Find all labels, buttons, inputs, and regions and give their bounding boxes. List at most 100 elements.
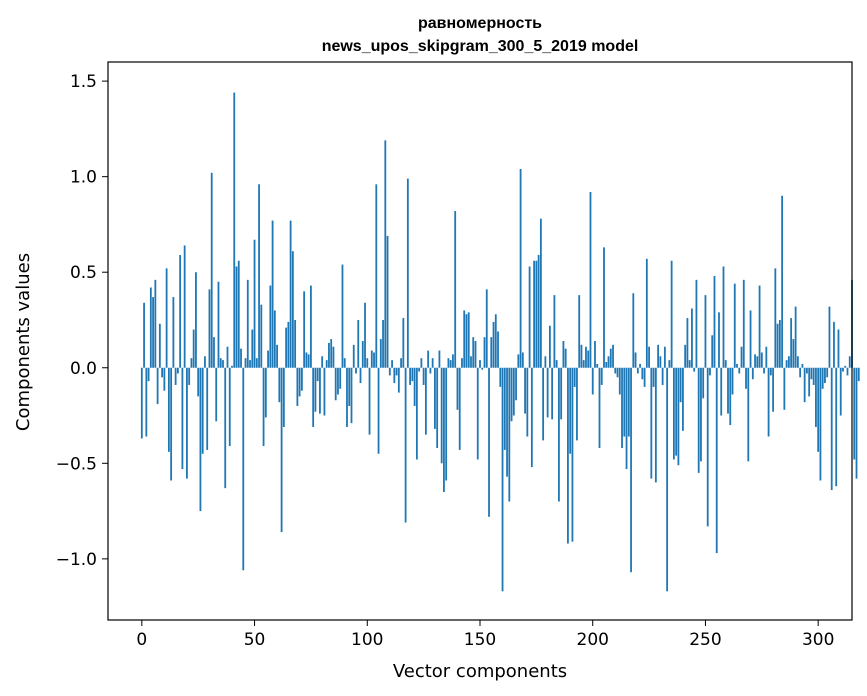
bar: [438, 350, 441, 368]
bar: [842, 367, 844, 372]
bar: [776, 323, 779, 368]
bar: [375, 184, 378, 368]
bar: [731, 367, 734, 395]
bar: [167, 367, 170, 452]
bar: [456, 367, 459, 410]
bar: [172, 297, 175, 368]
bar: [555, 360, 558, 368]
bar: [729, 367, 732, 426]
bar: [661, 367, 664, 385]
bar: [497, 331, 499, 368]
bar: [600, 367, 603, 385]
bar: [720, 367, 723, 416]
bar: [817, 367, 820, 452]
y-tick-label: 1.5: [70, 72, 97, 92]
bar: [643, 367, 646, 387]
bar: [244, 358, 247, 368]
bar: [519, 169, 522, 368]
bar: [188, 367, 191, 385]
bar: [298, 367, 301, 397]
bar: [384, 140, 387, 368]
bar: [546, 367, 549, 418]
bar: [165, 268, 168, 368]
x-tick-label: 250: [689, 630, 721, 650]
bar: [388, 367, 391, 376]
bar: [506, 367, 508, 477]
bar: [219, 358, 222, 368]
bar: [393, 367, 396, 384]
bar: [251, 329, 254, 368]
bar: [420, 358, 423, 368]
bar: [199, 367, 202, 512]
bar: [512, 367, 515, 416]
bar: [240, 348, 242, 368]
bar: [627, 367, 630, 437]
bar: [769, 367, 772, 376]
bar: [181, 367, 184, 470]
bar: [695, 279, 698, 368]
bar: [704, 295, 707, 368]
bar: [402, 318, 405, 368]
bar: [855, 367, 858, 479]
bar: [524, 367, 526, 414]
bar: [201, 367, 204, 454]
bar: [231, 365, 233, 368]
bar: [521, 352, 524, 368]
x-tick-label: 150: [464, 630, 496, 650]
bar: [404, 367, 407, 523]
bar: [190, 358, 193, 368]
bar: [718, 312, 720, 368]
bar: [810, 367, 813, 380]
bar: [796, 356, 799, 368]
bar: [598, 367, 601, 449]
bar: [686, 318, 689, 368]
bar: [213, 337, 215, 368]
bar: [346, 367, 348, 427]
bar: [325, 360, 328, 368]
x-axis: 0 50 100 150 200 250 300: [136, 620, 834, 650]
bar: [370, 350, 373, 368]
bar: [623, 367, 626, 437]
bar: [603, 247, 605, 368]
bar: [267, 350, 269, 368]
bar: [280, 367, 283, 533]
bar: [569, 367, 572, 454]
bar: [492, 321, 495, 368]
bar: [359, 367, 362, 384]
bar: [596, 363, 599, 368]
bar: [341, 264, 344, 368]
bar: [848, 356, 851, 368]
y-axis: 1.5 1.0 0.5 0.0 −0.5 −1.0: [56, 72, 108, 570]
bar: [312, 367, 315, 427]
bar: [228, 367, 231, 447]
bar: [350, 367, 353, 424]
bar: [161, 367, 164, 378]
bar: [616, 367, 619, 378]
bar: [722, 266, 725, 368]
bar: [443, 367, 445, 492]
bar: [474, 341, 477, 368]
bar: [819, 367, 822, 481]
bar: [738, 367, 741, 374]
bar: [328, 342, 330, 368]
bar: [846, 367, 849, 376]
bar: [839, 367, 842, 416]
bar: [539, 218, 542, 368]
bar: [808, 367, 811, 397]
x-tick-label: 100: [351, 630, 383, 650]
bar: [413, 367, 416, 406]
bar: [772, 367, 774, 412]
bar: [564, 348, 567, 368]
bar: [812, 367, 815, 385]
bar: [609, 348, 612, 368]
bar: [339, 367, 342, 389]
bar: [551, 367, 554, 420]
bar: [210, 172, 213, 368]
bar: [156, 367, 159, 405]
bar: [657, 344, 660, 368]
bar: [262, 367, 265, 447]
bar: [684, 344, 687, 368]
x-tick-label: 200: [577, 630, 609, 650]
bar: [774, 268, 777, 368]
bar: [503, 367, 506, 450]
